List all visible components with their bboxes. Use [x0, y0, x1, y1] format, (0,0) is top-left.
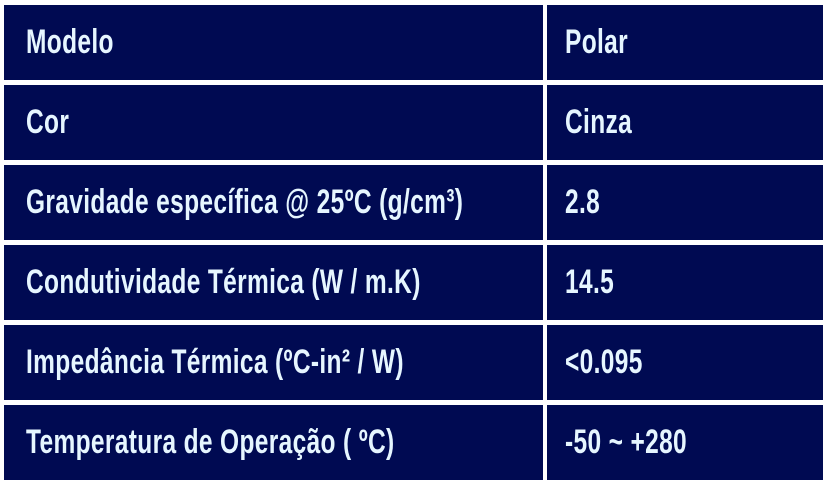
row-value: 2.8	[565, 183, 601, 221]
table-row: Temperatura de Operação ( ºC) -50 ~ +280	[4, 405, 823, 480]
value-cell: <0.095	[547, 325, 823, 400]
row-label: Cor	[26, 103, 70, 141]
label-cell: Temperatura de Operação ( ºC)	[4, 405, 543, 480]
row-value: Polar	[565, 23, 629, 61]
table-row: Cor Cinza	[4, 85, 823, 160]
row-label: Temperatura de Operação ( ºC)	[26, 423, 395, 461]
table-row: Impedância Térmica (ºC-in² / W) <0.095	[4, 325, 823, 400]
value-cell: 14.5	[547, 245, 823, 320]
row-label: Impedância Térmica (ºC-in² / W)	[26, 343, 404, 381]
table-row: Modelo Polar	[4, 5, 823, 80]
label-cell: Impedância Térmica (ºC-in² / W)	[4, 325, 543, 400]
value-cell: -50 ~ +280	[547, 405, 823, 480]
row-value: -50 ~ +280	[565, 423, 688, 461]
row-label: Gravidade específica @ 25ºC (g/cm³)	[26, 183, 464, 221]
row-value: Cinza	[565, 103, 633, 141]
table-row: Gravidade específica @ 25ºC (g/cm³) 2.8	[4, 165, 823, 240]
row-label: Modelo	[26, 23, 114, 61]
row-value: <0.095	[565, 343, 643, 381]
label-cell: Cor	[4, 85, 543, 160]
value-cell: Polar	[547, 5, 823, 80]
label-cell: Condutividade Térmica (W / m.K)	[4, 245, 543, 320]
label-cell: Modelo	[4, 5, 543, 80]
row-label: Condutividade Térmica (W / m.K)	[26, 263, 421, 301]
row-value: 14.5	[565, 263, 615, 301]
value-cell: 2.8	[547, 165, 823, 240]
label-cell: Gravidade específica @ 25ºC (g/cm³)	[4, 165, 543, 240]
table-row: Condutividade Térmica (W / m.K) 14.5	[4, 245, 823, 320]
value-cell: Cinza	[547, 85, 823, 160]
spec-table: Modelo Polar Cor Cinza Gravidade específ…	[4, 5, 823, 485]
